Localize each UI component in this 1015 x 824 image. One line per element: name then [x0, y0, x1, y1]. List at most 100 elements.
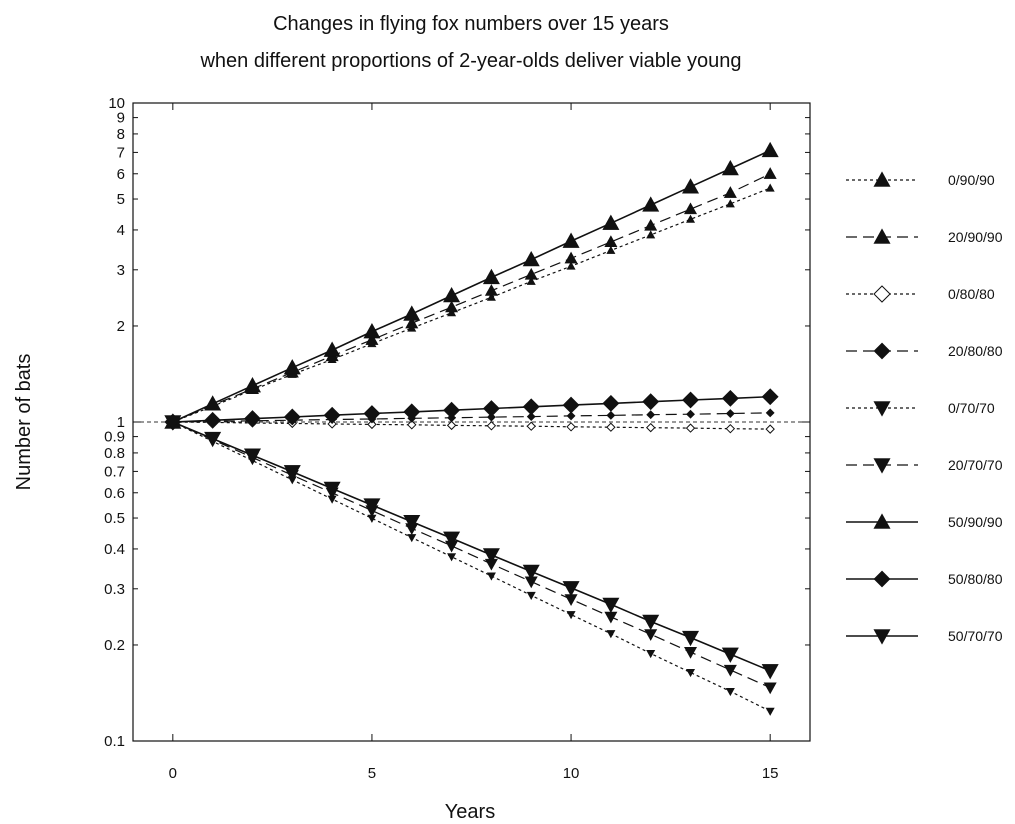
data-point	[283, 408, 301, 426]
data-point	[482, 548, 500, 564]
data-point	[763, 682, 777, 695]
data-point	[486, 421, 497, 431]
data-point	[765, 424, 775, 434]
series-line	[172, 173, 771, 423]
data-point	[327, 419, 337, 429]
data-point	[526, 412, 536, 421]
y-tick-label: 4	[117, 222, 125, 239]
x-tick-label: 0	[169, 765, 177, 782]
data-point	[403, 514, 421, 531]
legend-marker	[873, 629, 891, 645]
series-layer	[164, 141, 779, 716]
data-point	[725, 409, 735, 418]
x-tick-label: 5	[368, 765, 376, 782]
data-point	[443, 286, 461, 303]
data-point	[646, 650, 656, 659]
series-line	[172, 395, 771, 423]
data-point	[721, 647, 739, 663]
y-axis-label: Number of bats	[13, 354, 35, 491]
legend-label: 0/70/70	[948, 400, 995, 416]
data-point	[564, 251, 578, 264]
y-tick-label: 6	[117, 166, 125, 183]
x-axis-label: Years	[445, 801, 495, 823]
data-point	[243, 448, 261, 464]
data-point	[606, 245, 616, 254]
data-point	[486, 292, 496, 301]
data-point	[562, 581, 580, 597]
data-point	[407, 534, 417, 543]
data-point	[682, 391, 699, 409]
data-point	[283, 465, 301, 481]
y-tick-label: 0.6	[104, 485, 125, 502]
data-point	[526, 591, 536, 601]
y-tick-label: 1	[117, 414, 125, 431]
data-point	[566, 422, 576, 432]
data-point	[606, 422, 616, 432]
data-point	[164, 415, 182, 431]
legend-marker	[873, 458, 891, 474]
data-point	[642, 614, 660, 631]
data-point	[765, 408, 775, 418]
legend-item: 50/70/70	[846, 628, 1003, 645]
data-point	[204, 431, 222, 448]
data-point	[725, 687, 735, 697]
data-point	[365, 333, 379, 345]
legend-label: 0/90/90	[948, 172, 995, 188]
y-tick-label: 10	[108, 95, 125, 112]
data-point	[526, 276, 536, 285]
data-point	[403, 403, 421, 421]
data-point	[524, 267, 538, 280]
series-line	[172, 187, 771, 423]
data-point	[482, 268, 500, 285]
data-point	[645, 422, 656, 433]
series-0-70-70	[168, 418, 775, 716]
data-point	[761, 664, 779, 680]
data-point	[323, 406, 341, 424]
legend-item: 0/90/90	[846, 171, 995, 188]
data-point	[644, 218, 658, 231]
data-point	[363, 405, 381, 422]
legend-marker	[873, 285, 891, 303]
data-point	[725, 199, 735, 208]
y-tick-label: 5	[117, 191, 125, 208]
legend-item: 20/80/80	[846, 342, 1003, 360]
data-point	[486, 572, 496, 581]
series-50-70-70	[164, 415, 779, 680]
data-point	[522, 564, 540, 581]
legend-label: 0/80/80	[948, 286, 995, 302]
legend-marker	[873, 401, 891, 417]
data-point	[602, 597, 620, 614]
data-point	[486, 412, 496, 422]
chart-title-line2: when different proportions of 2-year-old…	[199, 50, 741, 72]
data-point	[204, 395, 222, 411]
series-line	[172, 149, 771, 423]
x-tick-label: 10	[563, 765, 580, 782]
y-tick-label: 0.4	[104, 541, 125, 558]
data-point	[642, 196, 660, 212]
data-point	[566, 411, 576, 421]
data-point	[522, 398, 540, 416]
data-point	[562, 232, 580, 248]
series-50-90-90	[164, 141, 779, 429]
data-point	[642, 393, 660, 411]
data-point	[604, 235, 618, 247]
data-point	[566, 261, 576, 270]
data-point	[646, 230, 656, 239]
series-line	[172, 412, 771, 423]
data-point	[562, 396, 580, 414]
legend-label: 20/90/90	[948, 229, 1003, 245]
legend-item: 50/90/90	[846, 513, 1003, 530]
legend-item: 50/80/80	[846, 570, 1003, 588]
legend-item: 20/90/90	[846, 228, 1003, 245]
data-point	[725, 423, 736, 434]
legend-label: 50/70/70	[948, 628, 1003, 644]
data-point	[723, 664, 737, 677]
y-tick-label: 0.1	[104, 733, 125, 750]
y-tick-label: 0.7	[104, 463, 125, 480]
data-point	[763, 167, 777, 179]
series-20-70-70	[166, 416, 777, 695]
series-line	[172, 421, 771, 689]
data-point	[684, 646, 698, 659]
